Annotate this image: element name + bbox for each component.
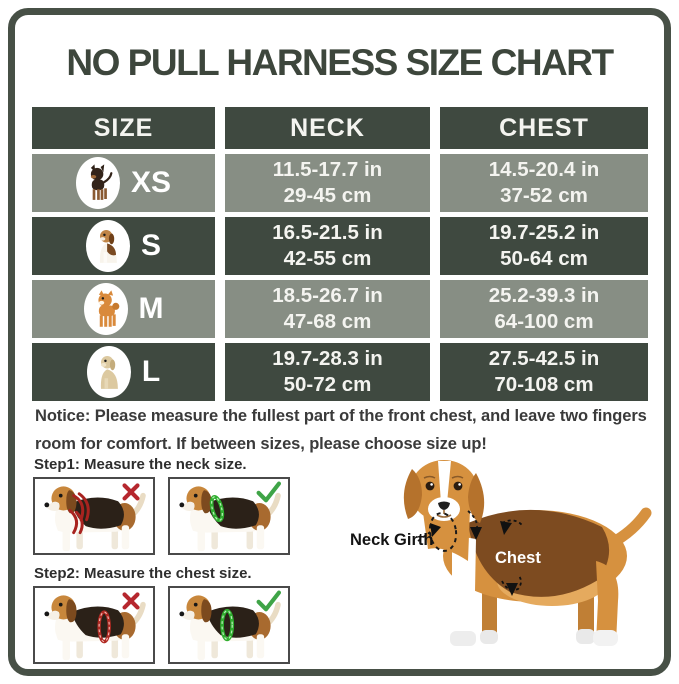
chest-inches: 14.5-20.4 in (488, 157, 600, 181)
chest-cm: 64-100 cm (494, 310, 594, 333)
table-cell-chest-s: 19.7-25.2 in 50-64 cm (440, 217, 648, 275)
size-label: M (138, 292, 164, 325)
beagle-s-icon (99, 230, 117, 263)
size-label: XS (130, 166, 172, 199)
column-header-neck: NECK (225, 107, 430, 149)
dog-avatar-oval (75, 157, 120, 209)
dog-nose (438, 501, 450, 510)
notice-text: Notice: Please measure the fullest part … (35, 407, 647, 453)
neck-cm: 47-68 cm (283, 310, 372, 333)
step1-correct-image (168, 477, 290, 555)
neck-arrow (430, 523, 441, 537)
step1-images (33, 477, 295, 555)
red-tape-wrong-neck (68, 492, 90, 535)
step1-label: Step1: Measure the neck size. (34, 456, 247, 473)
dog-avatar-oval (86, 346, 131, 398)
step2-correct-image (168, 586, 290, 664)
size-table: SIZE NECK CHEST XS 11.5-17.7 in 29-45 cm (32, 107, 648, 401)
measurement-diagram: Neck Girth Chest (340, 452, 662, 668)
neck-cm: 29-45 cm (283, 184, 372, 207)
beagle-diagram-illustration: Neck Girth Chest (350, 460, 652, 646)
measuring-steps: Step1: Measure the neck size. (33, 456, 295, 664)
green-tape-neck (209, 495, 225, 523)
shoulder-arrow (470, 527, 482, 540)
table-cell-chest-m: 25.2-39.3 in 64-100 cm (440, 280, 648, 338)
shiba-m-icon (97, 290, 119, 327)
chest-cm: 70-108 cm (494, 373, 594, 396)
chest-inches: 25.2-39.3 in (488, 283, 600, 307)
size-label: S (140, 229, 161, 262)
chest-arrow-bottom (506, 583, 518, 596)
chest-inches: 27.5-42.5 in (488, 346, 600, 370)
check-icon (256, 481, 282, 503)
table-cell-neck-s: 16.5-21.5 in 42-55 cm (225, 217, 430, 275)
neck-cm: 50-72 cm (283, 373, 372, 396)
table-cell-chest-l: 27.5-42.5 in 70-108 cm (440, 343, 648, 401)
chest-label: Chest (495, 549, 541, 567)
border-frame (8, 8, 671, 676)
column-header-chest: CHEST (440, 107, 648, 149)
step2-images (33, 586, 295, 664)
column-header-size: SIZE (32, 107, 215, 149)
dog-ear-left (403, 469, 422, 519)
table-row-l-size: L (32, 343, 215, 401)
page-title: NO PULL HARNESS SIZE CHART (66, 42, 614, 83)
chest-cm: 37-52 cm (500, 184, 588, 207)
step2-label: Step2: Measure the chest size. (34, 565, 252, 582)
neck-inches: 11.5-17.7 in (272, 157, 383, 181)
green-tape-chest (220, 608, 235, 642)
chest-inches: 19.7-25.2 in (488, 220, 600, 244)
red-tape-wrong-chest (97, 610, 111, 644)
size-label: L (141, 355, 161, 388)
neck-cm: 42-55 cm (283, 247, 372, 270)
neck-girth-label: Neck Girth (350, 531, 433, 549)
table-cell-neck-m: 18.5-26.7 in 47-68 cm (225, 280, 430, 338)
neck-inches: 19.7-28.3 in (272, 346, 383, 370)
table-cell-neck-xs: 11.5-17.7 in 29-45 cm (225, 154, 430, 212)
table-row-s-size: S (32, 217, 215, 275)
dog-ear-right (468, 473, 485, 523)
step1-wrong-image (33, 477, 155, 555)
dog-avatar-oval (83, 283, 128, 335)
table-cell-neck-l: 19.7-28.3 in 50-72 cm (225, 343, 430, 401)
table-row-xs-size: XS (32, 154, 215, 212)
chest-arrow-top (500, 521, 512, 535)
chest-cm: 50-64 cm (500, 247, 588, 270)
table-row-m-size: M (32, 280, 215, 338)
x-icon (122, 592, 140, 610)
step2-wrong-image (33, 586, 155, 664)
chihuahua-xs-icon (90, 164, 113, 200)
labrador-l-icon (100, 356, 118, 389)
check-icon (256, 590, 282, 612)
neck-inches: 18.5-26.7 in (272, 283, 383, 307)
table-cell-chest-xs: 14.5-20.4 in 37-52 cm (440, 154, 648, 212)
neck-inches: 16.5-21.5 in (272, 220, 383, 244)
x-icon (122, 483, 140, 501)
dog-avatar-oval (85, 220, 130, 272)
